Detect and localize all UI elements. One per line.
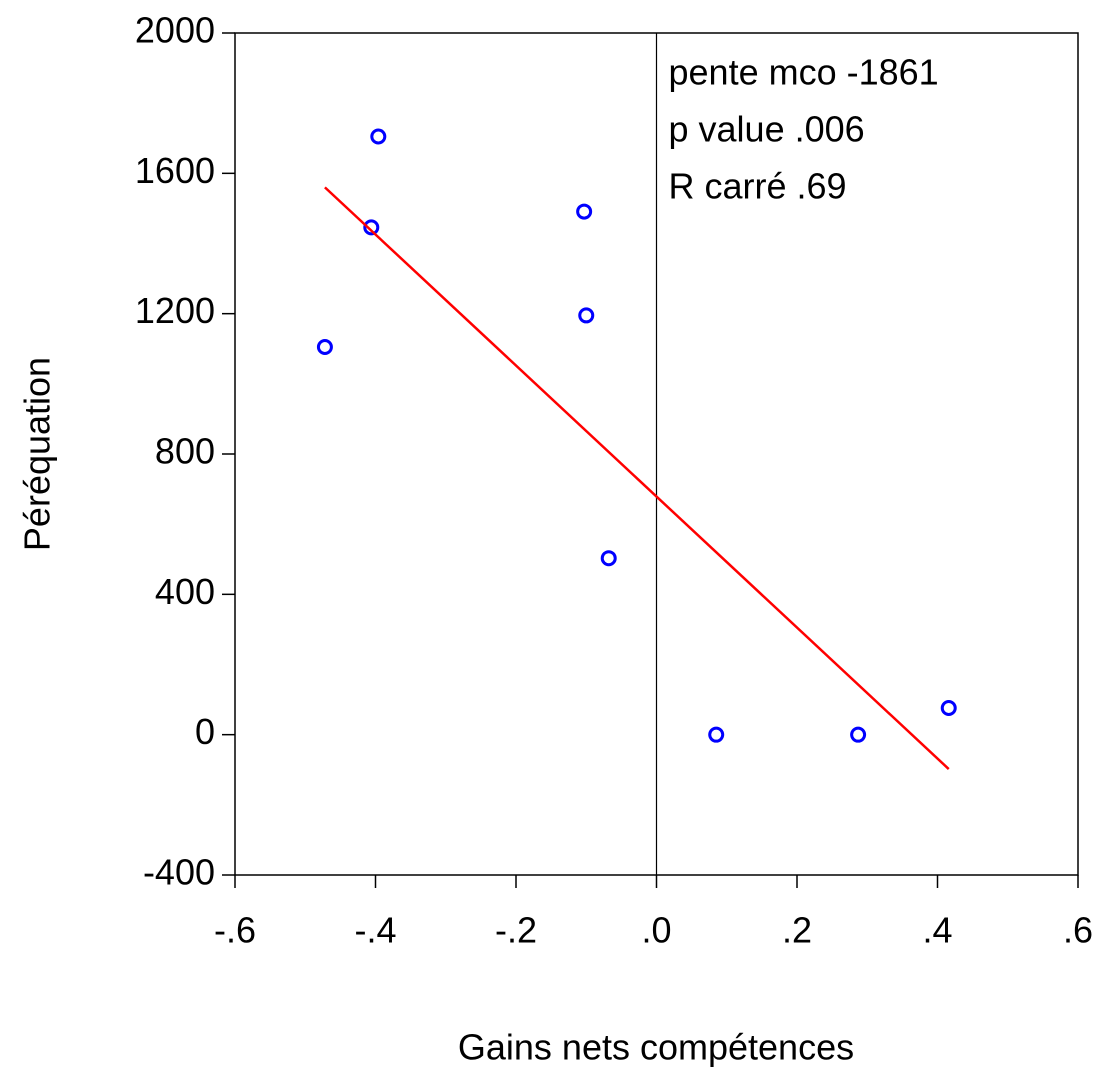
point [370,128,387,145]
point [576,203,593,220]
annotation: p value .006 [669,109,865,150]
y-tick-label: 0 [195,711,215,752]
annotation: pente mco -1861 [669,52,939,93]
y-axis-label: Péréquation [17,357,58,551]
annotation: R carré .69 [669,166,847,207]
point [708,726,725,743]
x-tick-label: -.2 [495,910,537,951]
x-tick-label: .2 [782,910,812,951]
x-tick-label: .0 [641,910,671,951]
y-tick-label: 1600 [135,150,215,191]
point [600,550,617,567]
y-tick-label: 400 [155,571,215,612]
y-tick-label: 800 [155,431,215,472]
y-tick-label: 2000 [135,10,215,51]
x-tick-label: .4 [922,910,952,951]
x-tick-label: -.4 [354,910,396,951]
x-axis-label: Gains nets compétences [458,1027,854,1068]
point [578,307,595,324]
point [940,700,957,717]
y-tick-label: -400 [143,852,215,893]
point [316,338,333,355]
y-tick-label: 1200 [135,290,215,331]
point [363,219,380,236]
point [850,726,867,743]
x-tick-label: -.6 [214,910,256,951]
fit-line [324,186,950,770]
x-tick-label: .6 [1063,910,1093,951]
